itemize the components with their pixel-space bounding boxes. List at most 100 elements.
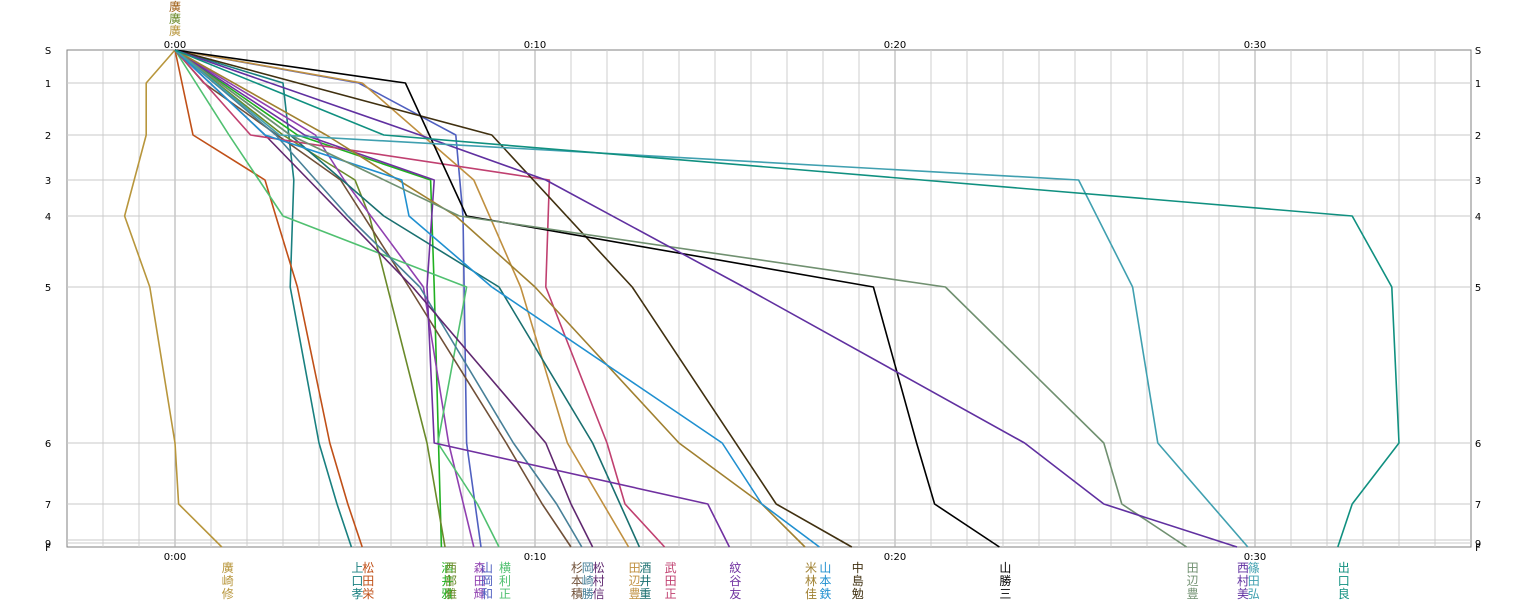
series-line-s11 — [174, 49, 594, 548]
series-line-s15 — [174, 49, 731, 548]
y-tick-label-right: S — [1475, 46, 1481, 57]
y-tick-label-left: S — [45, 46, 51, 57]
finish-name-s5: 西 — [445, 561, 457, 575]
x-tick-label-bottom: 0:30 — [1244, 552, 1266, 563]
finish-name-s10: 崎 — [582, 574, 594, 588]
start-names: 廣廣廣 — [169, 0, 181, 38]
series-line-s3 — [174, 49, 363, 548]
y-tick-label-right: 1 — [1475, 79, 1481, 90]
x-tick-label-top: 0:00 — [164, 40, 186, 51]
y-tick-label-right: F — [1475, 543, 1481, 554]
series-line-s22 — [174, 49, 1249, 548]
finish-name-s7: 和 — [481, 587, 493, 600]
finish-name-s14: 正 — [665, 587, 677, 600]
finish-name-s5: 雅 — [445, 586, 457, 600]
y-tick-label-left: F — [45, 543, 51, 554]
finish-name-s22: 田 — [1248, 574, 1260, 588]
y-tick-label-right: 9 — [1475, 539, 1481, 550]
finish-name-s9: 杉 — [571, 561, 583, 575]
finish-name-s3: 松 — [362, 561, 374, 575]
finish-name-s23: 口 — [1338, 574, 1350, 588]
finish-name-s12: 田 — [629, 561, 641, 575]
series-line-s5 — [174, 49, 446, 548]
finish-name-s4: 雅 — [441, 586, 453, 600]
finish-name-s14: 武 — [665, 561, 677, 575]
y-tick-label-left: 9 — [45, 539, 51, 550]
finish-name-s8: 横 — [499, 561, 511, 575]
finish-name-s17: 山 — [819, 561, 831, 575]
finish-name-s11: 松 — [593, 561, 605, 575]
series-line-s8 — [174, 49, 500, 548]
series-line-s23 — [174, 49, 1400, 548]
finish-name-s1: 修 — [222, 586, 234, 600]
y-tick-label-left: 5 — [45, 283, 51, 294]
finish-name-s12: 豊 — [629, 587, 641, 600]
finish-name-s19: 勝 — [999, 573, 1011, 588]
series-line-s10 — [174, 49, 583, 548]
start-name: 廣 — [169, 24, 181, 38]
finish-name-s16: 米 — [805, 561, 817, 575]
y-tick-label-right: 7 — [1475, 500, 1481, 511]
y-tick-label-right: 3 — [1475, 176, 1481, 187]
series-line-s18 — [174, 49, 853, 548]
series-line-s14 — [174, 49, 666, 548]
y-tick-label-right: 2 — [1475, 131, 1481, 142]
finish-name-s11: 村 — [593, 574, 605, 588]
x-tick-label-top: 0:10 — [524, 40, 546, 51]
finish-name-s11: 信 — [593, 587, 605, 600]
series-line-s1 — [123, 49, 223, 548]
finish-name-s18: 勉 — [852, 587, 864, 600]
y-tick-label-left: 4 — [45, 212, 51, 223]
finish-name-s3: 栄 — [362, 587, 374, 600]
x-tick-label-top: 0:20 — [884, 40, 906, 51]
series-line-s19 — [174, 49, 1000, 548]
axis-labels: 0:00 0:00 0:10 0:10 0:20 0:20 0:30 0:30 S S 1 1 2 2 3 3… — [45, 40, 1481, 563]
finish-name-s16: 林 — [805, 574, 817, 588]
series-line-s17 — [174, 49, 820, 548]
finish-name-s13: 井 — [639, 574, 651, 588]
finish-name-s2: 口 — [351, 574, 363, 588]
grid — [66, 49, 1472, 548]
x-tick-label-top: 0:30 — [1244, 40, 1266, 51]
start-name: 廣 — [169, 12, 181, 26]
finish-name-s7: 山 — [481, 561, 493, 575]
finish-name-s13: 酒 — [639, 561, 651, 575]
y-tick-label-right: 4 — [1475, 212, 1481, 223]
series-line-s21 — [174, 49, 1238, 548]
finish-name-s22: 篠 — [1248, 560, 1260, 575]
y-tick-label-right: 6 — [1475, 439, 1481, 450]
y-tick-label-left: 2 — [45, 131, 51, 142]
series-lines — [123, 49, 1400, 548]
series-line-s2 — [174, 49, 353, 548]
finish-name-s9: 本 — [571, 574, 583, 588]
finish-name-s17: 本 — [819, 574, 831, 588]
finish-name-s6: 輝 — [474, 587, 486, 600]
x-tick-label-bottom: 0:10 — [524, 552, 546, 563]
finish-name-s14: 田 — [665, 574, 677, 588]
finish-name-s1: 崎 — [222, 574, 234, 588]
start-name: 廣 — [169, 0, 181, 14]
finish-name-s19: 三 — [999, 587, 1011, 600]
finish-name-s9: 積 — [571, 586, 583, 600]
finish-name-s15: 紋 — [729, 561, 741, 575]
finish-name-s18: 中 — [852, 560, 864, 575]
finish-name-s2: 孝 — [351, 587, 363, 600]
finish-name-s15: 谷 — [729, 574, 741, 588]
finish-name-s18: 島 — [852, 573, 864, 588]
finish-name-s21: 西 — [1237, 561, 1249, 575]
finish-name-s20: 豊 — [1187, 587, 1199, 600]
x-tick-label-bottom: 0:20 — [884, 552, 906, 563]
y-tick-label-left: 1 — [45, 79, 51, 90]
finish-names: 廣崎修上口孝松田栄酒井雅西部雅森田輝山岡和横利正杉本積岡崎勝松村信田辺豊酒井重武… — [222, 560, 1350, 600]
finish-name-s3: 田 — [362, 574, 374, 588]
series-line-s6 — [174, 49, 475, 548]
finish-name-s20: 田 — [1187, 561, 1199, 575]
finish-name-s4: 酒 — [441, 561, 453, 575]
y-tick-label-left: 3 — [45, 176, 51, 187]
series-line-s9 — [174, 49, 572, 548]
finish-name-s21: 村 — [1237, 574, 1249, 588]
finish-name-s12: 辺 — [629, 574, 641, 588]
finish-name-s16: 佳 — [805, 587, 817, 600]
finish-name-s8: 正 — [499, 587, 511, 600]
